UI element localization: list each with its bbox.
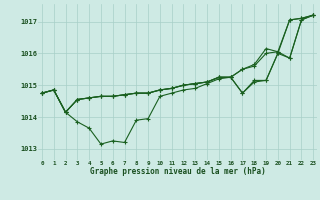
- X-axis label: Graphe pression niveau de la mer (hPa): Graphe pression niveau de la mer (hPa): [90, 167, 266, 176]
